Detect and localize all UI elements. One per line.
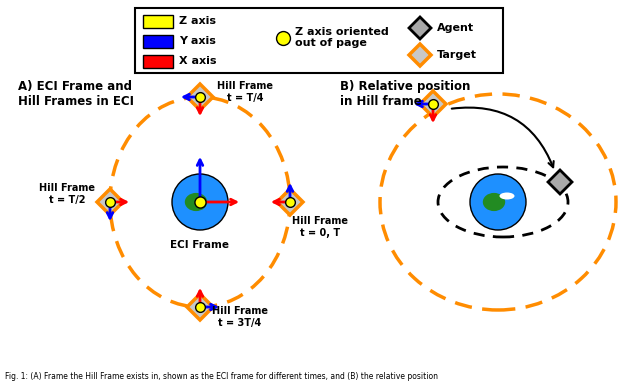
Polygon shape (97, 189, 123, 215)
Text: A) ECI Frame and
Hill Frames in ECI: A) ECI Frame and Hill Frames in ECI (18, 80, 134, 108)
Polygon shape (409, 17, 431, 39)
Polygon shape (548, 170, 572, 194)
Text: B) Relative position
in Hill frame: B) Relative position in Hill frame (340, 80, 470, 108)
FancyBboxPatch shape (143, 35, 173, 48)
Text: Hill Frame
t = T/2: Hill Frame t = T/2 (39, 183, 95, 205)
FancyBboxPatch shape (143, 55, 173, 68)
Polygon shape (409, 44, 431, 66)
Text: Y axis: Y axis (179, 36, 216, 46)
Polygon shape (277, 189, 303, 215)
Circle shape (172, 174, 228, 230)
Text: ECI Frame: ECI Frame (170, 240, 230, 250)
Text: Z axis: Z axis (179, 16, 216, 26)
Circle shape (470, 174, 526, 230)
Ellipse shape (499, 192, 515, 200)
FancyBboxPatch shape (143, 15, 173, 28)
Text: Hill Frame
t = 0, T: Hill Frame t = 0, T (292, 216, 348, 238)
Text: Agent: Agent (437, 23, 474, 33)
Text: Hill Frame
t = T/4: Hill Frame t = T/4 (217, 81, 273, 103)
Polygon shape (187, 294, 213, 320)
Text: Z axis oriented
out of page: Z axis oriented out of page (295, 27, 388, 48)
Polygon shape (420, 91, 446, 117)
Polygon shape (187, 84, 213, 110)
Text: X axis: X axis (179, 56, 216, 66)
Ellipse shape (483, 193, 505, 211)
Text: Fig. 1: (A) Frame the Hill Frame exists in, shown as the ECI frame for different: Fig. 1: (A) Frame the Hill Frame exists … (5, 372, 438, 381)
Text: Hill Frame
t = 3T/4: Hill Frame t = 3T/4 (212, 306, 268, 328)
Text: Target: Target (437, 50, 477, 60)
FancyBboxPatch shape (135, 8, 503, 73)
Ellipse shape (185, 193, 207, 211)
